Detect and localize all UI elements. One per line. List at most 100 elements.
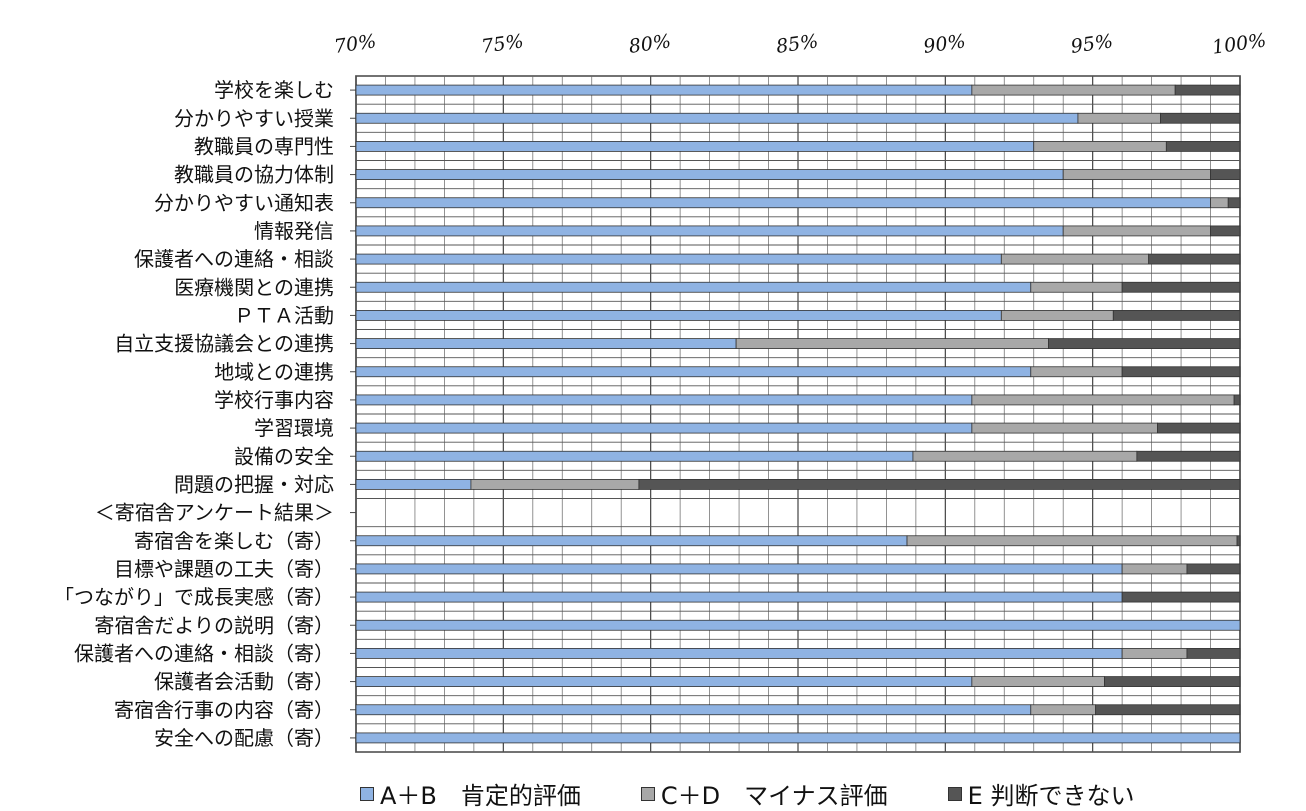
bar-segment (1210, 197, 1229, 209)
category-label: 保護者への連絡・相談（寄） (74, 641, 334, 665)
bar-segment (1112, 310, 1241, 321)
bar-segment (355, 197, 1211, 209)
bar-segment (355, 704, 1032, 716)
category-label: 自立支援協議会との連携 (114, 332, 334, 356)
bar-segment (355, 648, 1123, 659)
bar-segment (1236, 535, 1241, 547)
bar-segment (470, 479, 640, 490)
legend-swatch-negative (640, 786, 655, 801)
bar-segment (638, 479, 1241, 490)
category-label: 「つながり」で成長実感（寄） (54, 585, 334, 609)
bar-segment (1048, 338, 1241, 349)
category-label: 目標や課題の工夫（寄） (114, 557, 334, 581)
bar-segment (1121, 648, 1188, 659)
category-label: 分かりやすい授業 (174, 106, 334, 130)
category-label: 学校を楽しむ (214, 78, 334, 102)
bar-segment (355, 281, 1032, 293)
bar-segment (1077, 112, 1161, 124)
bar-segment (355, 676, 973, 687)
bar-segment (1030, 281, 1123, 293)
bar-segment (906, 535, 1238, 547)
legend-item-negative: C＋D マイナス評価 (640, 776, 888, 811)
category-label: 寄宿舎を楽しむ（寄） (134, 529, 334, 553)
x-tick-label: 70% (333, 30, 378, 58)
legend: A＋B 肯定的評価 C＋D マイナス評価 E 判断できない (360, 776, 1134, 811)
bar-segment (971, 676, 1105, 687)
bar-segment (1157, 422, 1241, 434)
bar-segment (1033, 141, 1167, 152)
bar-segment (1233, 394, 1241, 406)
x-tick-label: 100% (1211, 29, 1268, 58)
legend-swatch-undecided (947, 786, 962, 801)
category-label: 学校行事内容 (214, 388, 334, 412)
category-label: 寄宿舎だよりの説明（寄） (94, 613, 334, 637)
x-tick-label: 90% (922, 30, 967, 58)
bar-segment (355, 84, 973, 96)
bar-segment (1165, 141, 1241, 152)
bar-segment (355, 225, 1064, 237)
bar-segment (355, 535, 908, 547)
bar-segment (1210, 225, 1241, 237)
bar-segment (355, 394, 973, 406)
bar-segment (971, 394, 1235, 406)
bar-segment (1000, 253, 1150, 265)
x-tick-label: 80% (627, 30, 672, 58)
bar-segment (1174, 84, 1241, 96)
category-label: 安全への配慮（寄） (154, 726, 334, 750)
bar-segment (1030, 704, 1097, 716)
bar-segment (1104, 676, 1241, 687)
legend-label-positive: A＋B 肯定的評価 (380, 782, 581, 810)
category-label: 地域との連携 (214, 360, 334, 384)
bar-segment (1227, 197, 1241, 209)
category-label: 情報発信 (254, 219, 334, 243)
x-tick-label: 95% (1069, 30, 1114, 58)
bar-segment (355, 141, 1035, 152)
legend-item-positive: A＋B 肯定的評価 (360, 776, 581, 811)
bar-segment (1000, 310, 1114, 321)
category-label: 学習環境 (254, 416, 334, 440)
category-label: 寄宿舎行事の内容（寄） (114, 698, 334, 722)
bar-segment (1186, 563, 1241, 575)
bar-segment (355, 253, 1002, 265)
x-tick-label: 75% (480, 30, 525, 58)
bar-segment (1095, 704, 1241, 716)
category-label: ＰＴＡ活動 (234, 303, 334, 327)
bar-segment (1160, 112, 1241, 124)
bar-segment (1030, 366, 1123, 378)
legend-label-undecided: E 判断できない (967, 782, 1135, 810)
bar-segment (355, 563, 1123, 575)
category-label: ＜寄宿舎アンケート結果＞ (95, 501, 334, 525)
category-label: 教職員の協力体制 (174, 163, 334, 187)
legend-swatch-positive (360, 786, 374, 801)
bar-segment (1121, 591, 1241, 603)
bar-segment (355, 732, 1241, 744)
legend-label-negative: C＋D マイナス評価 (660, 782, 888, 810)
bar-segment (912, 450, 1138, 462)
x-tick-label: 85% (775, 30, 820, 58)
bar-segment (355, 591, 1123, 603)
stacked-bar-chart: 70% 75% 80% 85% 90% 95% 100% 学校を楽しむ分かりやすい授業教職員の… (54, 29, 1268, 753)
bar-segment (355, 310, 1002, 321)
bar-segment (1136, 450, 1241, 462)
category-label: 分かりやすい通知表 (154, 191, 334, 215)
bar-segment (1121, 563, 1188, 575)
category-label: 保護者会活動（寄） (154, 670, 334, 694)
category-label: 設備の安全 (234, 444, 334, 468)
bar-segment (1121, 281, 1241, 293)
bar-segment (355, 450, 914, 462)
bar-segment (1210, 169, 1241, 180)
bar-segment (355, 422, 973, 434)
bar-segment (971, 84, 1176, 96)
bar-segment (355, 338, 737, 349)
legend-item-undecided: E 判断できない (947, 776, 1135, 811)
category-label: 教職員の専門性 (194, 134, 334, 158)
bar-segment (355, 619, 1241, 631)
category-label: 問題の把握・対応 (174, 472, 334, 496)
bar-segment (1121, 366, 1241, 378)
bar-segment (735, 338, 1049, 349)
category-label: 保護者への連絡・相談 (134, 247, 334, 271)
bar-segment (355, 366, 1032, 378)
bar-segment (355, 112, 1079, 124)
bar-segment (1186, 648, 1241, 659)
bar-segment (1062, 225, 1211, 237)
